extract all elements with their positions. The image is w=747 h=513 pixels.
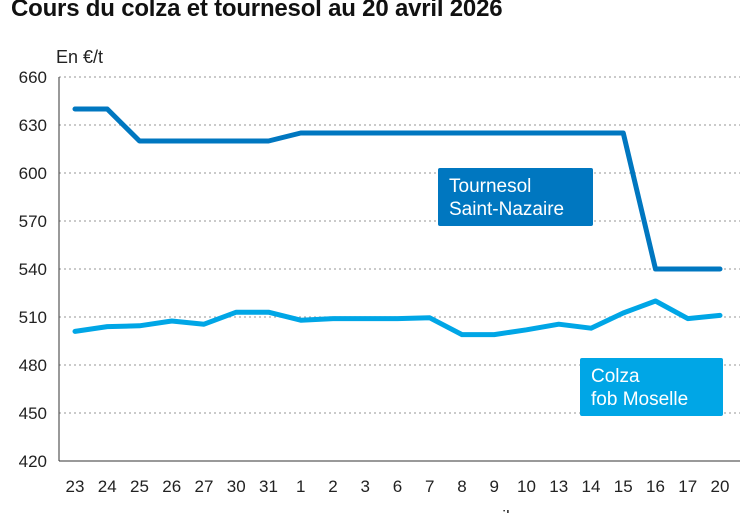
x-tick-label: 27 [195,477,214,496]
series-label: Saint-Nazaire [449,199,564,220]
x-tick-label: 30 [227,477,246,496]
series-label-box [580,358,723,416]
x-tick-label: 23 [66,477,85,496]
series-label: Colza [591,366,640,387]
x-tick-label: 17 [678,477,697,496]
x-tick-label: 13 [549,477,568,496]
x-tick-label: 6 [393,477,402,496]
y-tick-label: 540 [19,260,47,279]
y-tick-label: 420 [19,452,47,471]
y-tick-label: 660 [19,68,47,87]
x-tick-label: 7 [425,477,434,496]
x-tick-label: 1 [296,477,305,496]
chart-title: Cours du colza et tournesol au 20 avril … [11,0,503,22]
x-tick-label: 31 [259,477,278,496]
series-line-colza [72,298,723,338]
x-tick-label: 20 [711,477,730,496]
x-tick-label: 9 [490,477,499,496]
series-label-box [438,168,593,226]
x-tick-label: 25 [130,477,149,496]
x-tick-label: 15 [614,477,633,496]
y-axis-unit-label: En €/t [56,47,103,67]
x-tick-label: 10 [517,477,536,496]
y-tick-label: 510 [19,308,47,327]
y-tick-label: 630 [19,116,47,135]
y-tick-label: 570 [19,212,47,231]
month-label: avril [479,507,510,513]
series-label: Tournesol [449,176,531,197]
y-tick-label: 480 [19,356,47,375]
x-tick-label: 26 [162,477,181,496]
month-label: mars [153,507,191,513]
x-tick-label: 2 [328,477,337,496]
y-tick-label: 450 [19,404,47,423]
y-tick-label: 600 [19,164,47,183]
x-tick-label: 8 [457,477,466,496]
x-tick-label: 14 [582,477,601,496]
series-label: fob Moselle [591,389,688,410]
x-tick-label: 3 [361,477,370,496]
x-tick-label: 16 [646,477,665,496]
x-tick-label: 24 [98,477,117,496]
